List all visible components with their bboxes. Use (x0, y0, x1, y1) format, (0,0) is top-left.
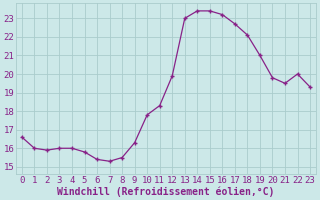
X-axis label: Windchill (Refroidissement éolien,°C): Windchill (Refroidissement éolien,°C) (57, 186, 275, 197)
